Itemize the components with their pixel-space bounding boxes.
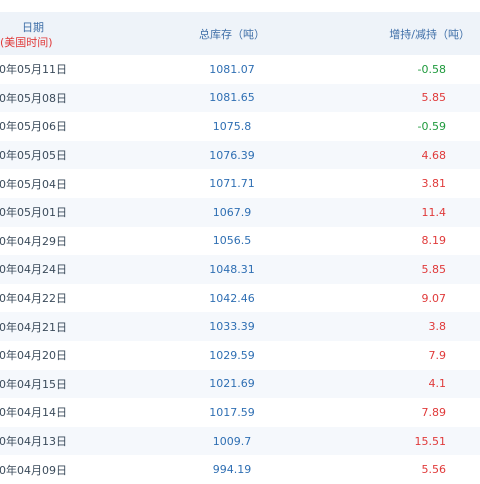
date-cell: 20年04月09日 [0,463,67,477]
change-cell: 5.85 [421,91,447,105]
date-cell: 20年04月13日 [0,435,67,449]
table-row: 20年05月05日 1076.39 4.68 [0,140,480,170]
table-row: 20年05月01日 1067.9 11.4 [0,197,480,227]
total-cell: 1033.39 [209,320,255,334]
change-cell: 11.4 [421,205,447,219]
table-row: 20年04月24日 1048.31 5.85 [0,255,480,284]
change-cell: 5.85 [421,262,447,276]
change-cell: 4.68 [421,148,447,162]
date-cell: 20年05月01日 [0,206,67,220]
change-cell: 15.51 [414,434,447,448]
change-cell: 7.89 [421,405,447,419]
table-header: 日期 (美国时间) 总库存（吨） 增持/减持（吨） [0,12,480,55]
total-cell: 1021.69 [209,377,255,391]
change-cell: 3.8 [428,320,447,334]
total-cell: 1017.59 [209,405,255,419]
total-column-header: 总库存（吨） [199,27,265,41]
table-row: 20年05月04日 1071.71 3.81 [0,169,480,198]
change-column-header: 增持/减持（吨） [389,27,470,41]
change-cell: 7.9 [428,348,447,362]
change-cell: -0.58 [417,62,446,76]
change-cell: 3.81 [421,177,447,191]
table-row: 20年05月11日 1081.07 -0.58 [0,55,480,84]
change-cell: 4.1 [428,377,447,391]
date-cell: 20年05月04日 [0,177,67,191]
table-row: 20年04月20日 1029.59 7.9 [0,340,480,370]
table-body: 20年05月11日 1081.07 -0.58 20年05月08日 1081.65 5.8… [0,55,480,484]
change-cell: 9.07 [421,291,447,305]
total-cell: 994.19 [212,463,252,477]
date-cell: 20年04月24日 [0,263,67,277]
total-cell: 1081.07 [209,62,255,76]
date-cell: 20年04月14日 [0,406,67,420]
total-cell: 1042.46 [209,291,255,305]
date-cell: 20年04月29日 [0,234,67,248]
date-header-label: 日期 [22,21,44,34]
date-cell: 20年04月20日 [0,349,67,363]
date-cell: 20年05月06日 [0,120,67,134]
total-cell: 1067.9 [212,205,252,219]
date-cell: 20年04月15日 [0,377,67,391]
date-cell: 20年05月08日 [0,91,67,105]
change-cell: -0.59 [417,119,446,133]
table-row: 20年04月14日 1017.59 7.89 [0,398,480,427]
holdings-table: 日期 (美国时间) 总库存（吨） 增持/减持（吨） 20年05月11日 1081.… [0,12,480,484]
date-column-header: 日期 (美国时间) [0,12,140,55]
table-row: 20年05月06日 1075.8 -0.59 [0,112,480,141]
table-row: 20年05月08日 1081.65 5.85 [0,83,480,113]
total-cell: 1048.31 [209,262,255,276]
date-header-timezone: (美国时间) [0,36,53,49]
total-cell: 1071.71 [209,177,255,191]
table-row: 20年04月15日 1021.69 4.1 [0,369,480,399]
date-cell: 20年05月05日 [0,149,67,163]
total-cell: 1029.59 [209,348,255,362]
date-cell: 20年04月21日 [0,320,67,334]
total-cell: 1081.65 [209,91,255,105]
date-cell: 20年04月22日 [0,292,67,306]
table-row: 20年04月13日 1009.7 15.51 [0,426,480,456]
table-row: 20年04月22日 1042.46 9.07 [0,283,480,313]
table-row: 20年04月09日 994.19 5.56 [0,455,480,484]
change-cell: 5.56 [421,463,447,477]
total-cell: 1075.8 [212,119,252,133]
total-cell: 1076.39 [209,148,255,162]
total-cell: 1056.5 [212,234,252,248]
table-row: 20年04月21日 1033.39 3.8 [0,312,480,341]
total-cell: 1009.7 [212,434,252,448]
date-cell: 20年05月11日 [0,63,67,77]
change-cell: 8.19 [421,234,447,248]
table-row: 20年04月29日 1056.5 8.19 [0,226,480,256]
